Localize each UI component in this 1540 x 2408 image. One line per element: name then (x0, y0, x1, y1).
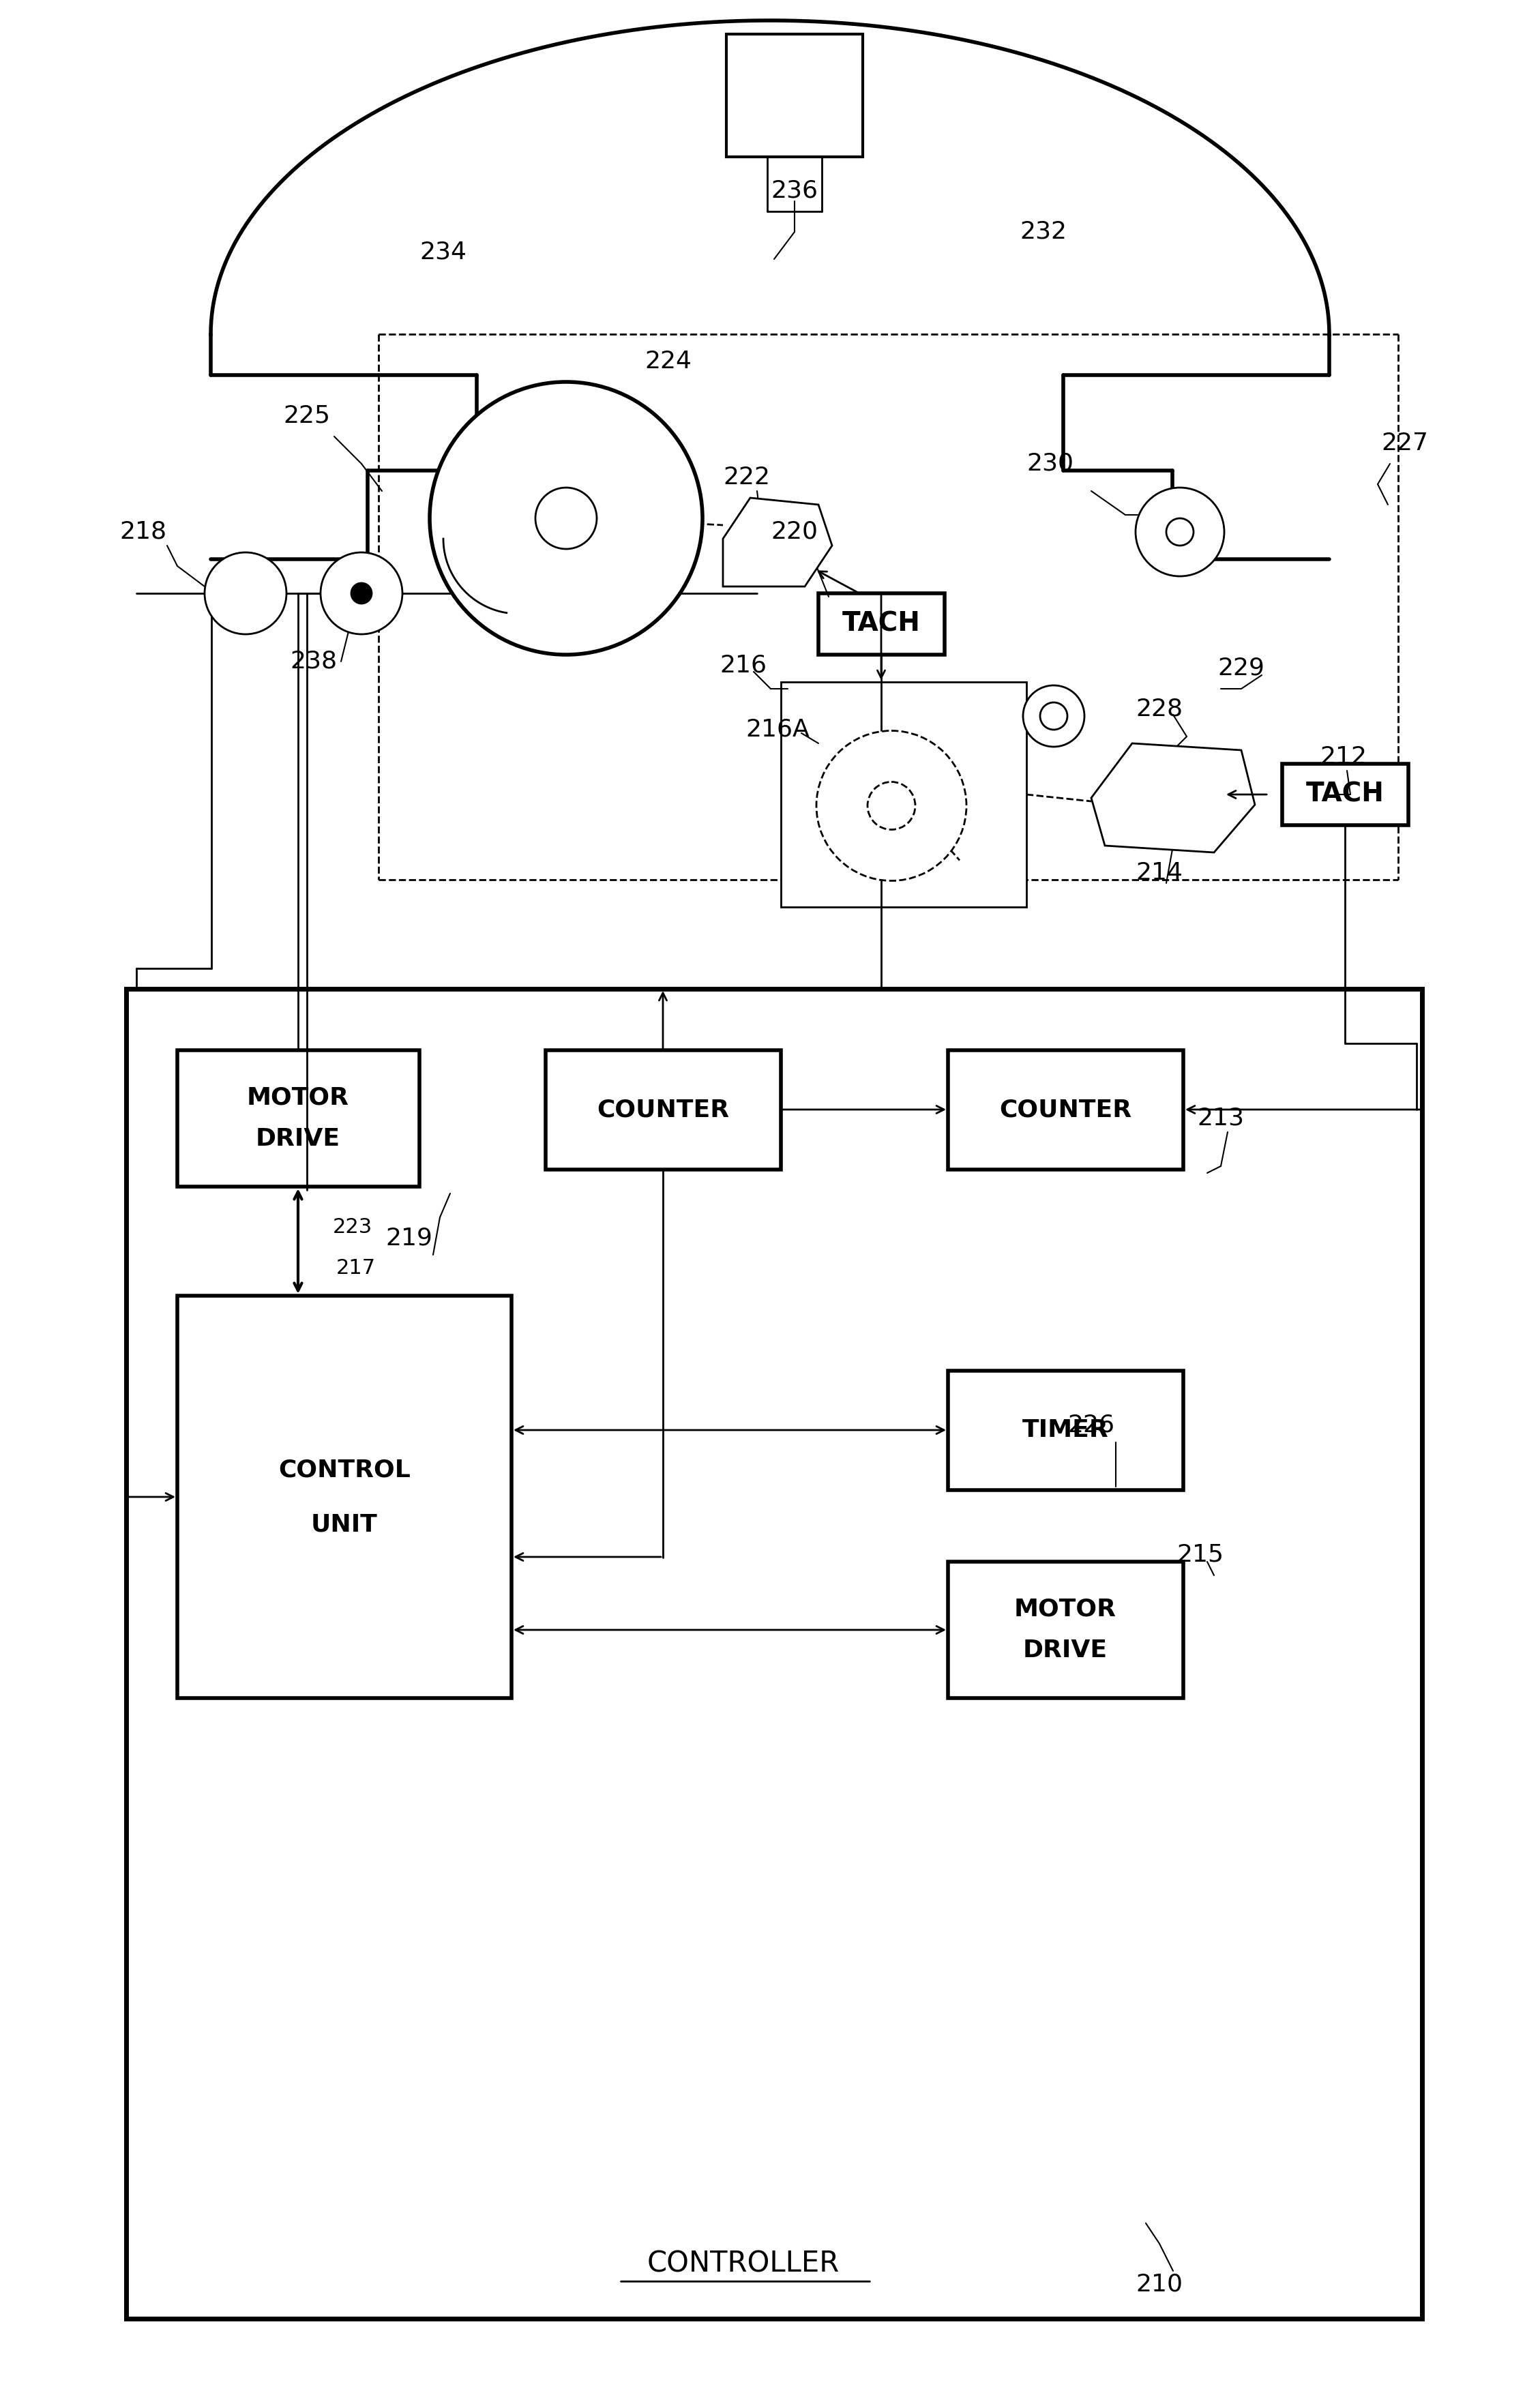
Bar (545, 1050, 781, 1170)
Text: 228: 228 (1137, 698, 1183, 720)
Text: 213: 213 (1197, 1108, 1244, 1129)
Circle shape (1135, 486, 1224, 576)
Circle shape (205, 551, 286, 633)
Text: 212: 212 (1320, 746, 1368, 768)
Text: 219: 219 (385, 1226, 433, 1250)
Text: 210: 210 (1137, 2273, 1183, 2297)
Bar (949, 1563, 1183, 1698)
Text: 220: 220 (772, 520, 818, 544)
Text: 238: 238 (290, 650, 337, 674)
Text: CONTROL: CONTROL (279, 1457, 411, 1481)
Circle shape (1040, 703, 1067, 730)
Text: DRIVE: DRIVE (1023, 1640, 1107, 1662)
Text: TACH: TACH (1306, 783, 1384, 807)
Text: 230: 230 (1027, 453, 1073, 474)
Text: 223: 223 (333, 1218, 373, 1238)
Bar (1283, 763, 1409, 826)
Circle shape (816, 730, 967, 881)
Circle shape (1023, 686, 1084, 746)
Bar (949, 1050, 1183, 1170)
Text: 225: 225 (283, 405, 331, 429)
Bar (126, 990, 1421, 2319)
Text: DRIVE: DRIVE (256, 1127, 340, 1151)
Text: 232: 232 (1019, 219, 1067, 243)
Circle shape (867, 783, 915, 831)
Text: UNIT: UNIT (311, 1512, 377, 1536)
Text: COUNTER: COUNTER (596, 1098, 728, 1122)
Circle shape (351, 583, 371, 604)
Text: 218: 218 (120, 520, 166, 544)
Text: CONTROLLER: CONTROLLER (647, 2249, 839, 2278)
Bar (949, 1370, 1183, 1491)
Bar (177, 1050, 419, 1187)
Circle shape (320, 551, 402, 633)
Circle shape (430, 383, 702, 655)
Text: 227: 227 (1381, 431, 1429, 455)
Circle shape (536, 486, 598, 549)
Text: 222: 222 (724, 465, 770, 489)
Text: 229: 229 (1218, 657, 1264, 679)
Bar (818, 592, 944, 655)
Text: TIMER: TIMER (1023, 1418, 1109, 1442)
Text: 226: 226 (1067, 1413, 1115, 1438)
Text: MOTOR: MOTOR (1015, 1599, 1116, 1621)
Polygon shape (1092, 744, 1255, 852)
Text: 236: 236 (772, 178, 818, 202)
Circle shape (1166, 518, 1194, 547)
Text: 234: 234 (420, 241, 467, 265)
Text: 217: 217 (336, 1259, 376, 1279)
Text: 216A: 216A (745, 718, 810, 742)
Polygon shape (722, 498, 832, 588)
Text: COUNTER: COUNTER (999, 1098, 1132, 1122)
Bar (727, 34, 862, 157)
Bar (781, 681, 1027, 908)
Text: TACH: TACH (842, 612, 921, 638)
Bar (177, 1296, 511, 1698)
Text: 215: 215 (1177, 1544, 1224, 1568)
Text: 214: 214 (1137, 862, 1183, 884)
Text: MOTOR: MOTOR (246, 1086, 350, 1110)
Text: 216: 216 (719, 653, 767, 677)
Text: 224: 224 (645, 349, 691, 373)
